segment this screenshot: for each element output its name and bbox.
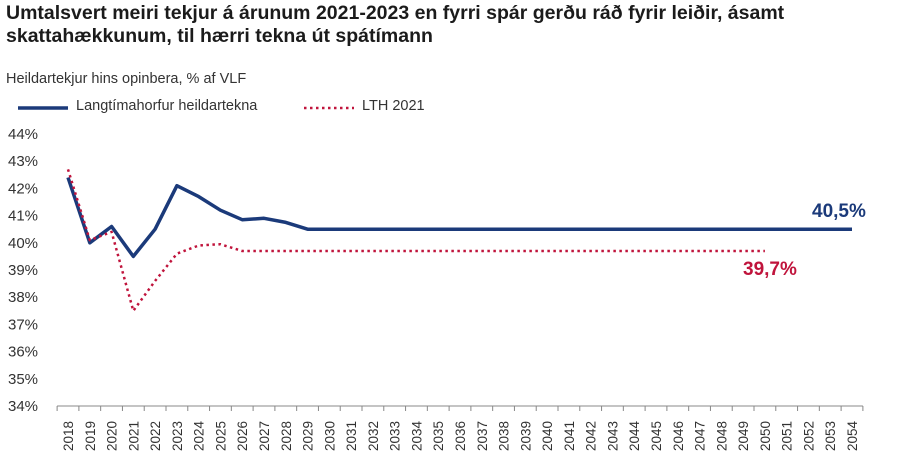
- x-tick-label: 2041: [562, 421, 577, 451]
- x-tick-label: 2046: [671, 421, 686, 451]
- x-tick-label: 2047: [693, 421, 708, 451]
- x-tick-label: 2036: [453, 421, 468, 451]
- x-tick-label: 2031: [344, 421, 359, 451]
- y-tick-label: 41%: [8, 208, 38, 225]
- series-line-lth-2021: [66, 169, 765, 313]
- x-tick-label: 2025: [213, 421, 228, 451]
- x-tick-label: 2022: [148, 421, 163, 451]
- x-tick-label: 2028: [279, 421, 294, 451]
- y-tick-label: 42%: [8, 180, 38, 197]
- x-tick-label: 2032: [366, 421, 381, 451]
- x-tick-label: 2044: [627, 420, 642, 451]
- y-tick-label: 40%: [8, 235, 38, 252]
- legend-swatch-dotted: [304, 106, 354, 110]
- x-tick-label: 2045: [649, 421, 664, 451]
- x-tick-label: 2027: [257, 421, 272, 451]
- y-tick-label: 34%: [8, 398, 38, 415]
- y-tick-label: 37%: [8, 316, 38, 333]
- end-label-lth-2021: 39,7%: [743, 259, 797, 280]
- x-tick-label: 2023: [170, 421, 185, 451]
- x-tick-label: 2018: [61, 421, 76, 451]
- x-tick-label: 2034: [409, 420, 424, 451]
- x-tick-label: 2033: [388, 421, 403, 451]
- y-tick-label: 35%: [8, 371, 38, 388]
- legend-label: Langtímahorfur heildartekna: [76, 98, 258, 114]
- x-tick-label: 2026: [235, 421, 250, 451]
- x-tick-label: 2053: [823, 421, 838, 451]
- x-tick-label: 2035: [431, 421, 446, 451]
- x-tick-label: 2037: [475, 421, 490, 451]
- y-tick-label: 43%: [8, 153, 38, 170]
- x-tick-label: 2048: [714, 421, 729, 451]
- series-line-langtimahorfur: [66, 176, 852, 259]
- x-tick-label: 2038: [497, 421, 512, 451]
- end-label-langtimahorfur: 40,5%: [812, 201, 866, 222]
- x-tick-label: 2049: [736, 421, 751, 451]
- legend-swatch-solid: [18, 106, 68, 110]
- x-tick-label: 2051: [780, 421, 795, 451]
- legend-label: LTH 2021: [362, 98, 425, 114]
- x-tick-label: 2030: [322, 421, 337, 451]
- x-tick-label: 2021: [126, 421, 141, 451]
- x-tick-label: 2029: [301, 421, 316, 451]
- chart-subtitle: Heildartekjur hins opinbera, % af VLF: [6, 71, 247, 87]
- y-tick-label: 36%: [8, 344, 38, 361]
- x-tick-label: 2024: [192, 420, 207, 451]
- x-tick-label: 2019: [83, 421, 98, 451]
- x-tick-label: 2052: [801, 421, 816, 451]
- y-tick-label: 44%: [8, 126, 38, 143]
- x-tick-label: 2039: [518, 421, 533, 451]
- y-tick-label: 38%: [8, 289, 38, 306]
- x-tick-label: 2043: [605, 421, 620, 451]
- x-tick-label: 2040: [540, 421, 555, 451]
- x-tick-label: 2050: [758, 421, 773, 451]
- x-tick-label: 2054: [845, 420, 860, 451]
- x-tick-label: 2042: [584, 421, 599, 451]
- chart-title: Umtalsvert meiri tekjur á árunum 2021-20…: [6, 2, 785, 47]
- x-tick-label: 2020: [105, 421, 120, 451]
- y-tick-label: 39%: [8, 262, 38, 279]
